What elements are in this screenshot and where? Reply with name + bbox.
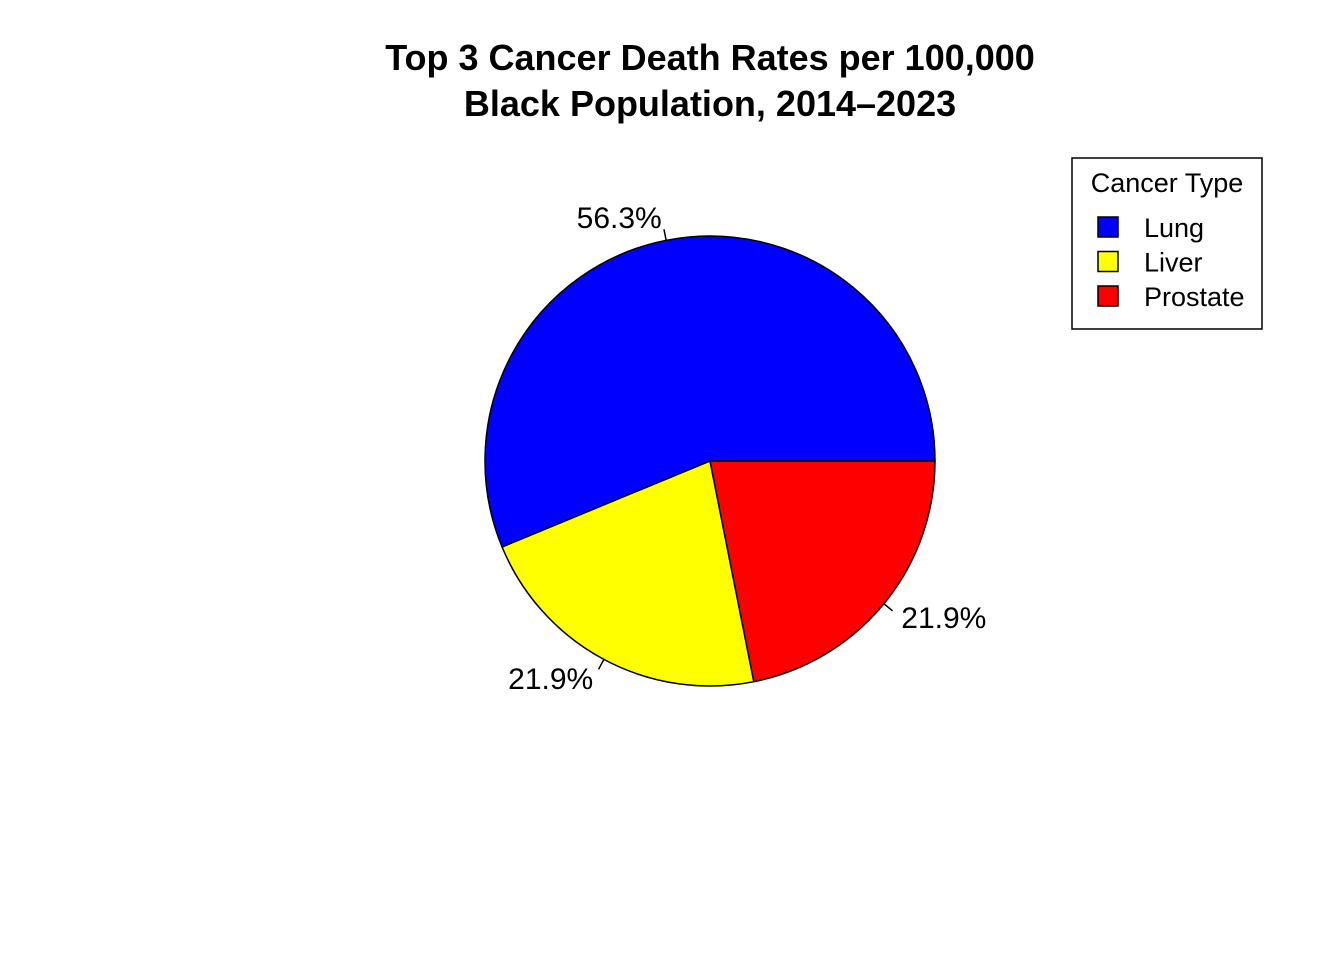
slice-label-tick-prostate [883, 603, 894, 612]
pie-slice-prostate [709, 460, 936, 683]
legend-swatch-liver [1097, 250, 1119, 273]
slice-label-tick-lung [663, 229, 667, 241]
legend-swatch-prostate [1097, 285, 1119, 307]
slice-label-liver: 21.9% [508, 663, 593, 696]
slice-label-tick-liver [597, 659, 605, 670]
legend-title: Cancer Type [1091, 168, 1244, 198]
pie-slice-lung [484, 235, 936, 549]
pie-slice-liver [501, 459, 755, 687]
legend: Cancer Type Lung Liver Prostate [1071, 157, 1263, 330]
slice-label-lung: 56.3% [577, 202, 662, 235]
legend-label-prostate: Prostate [1144, 282, 1245, 312]
legend-entries: Lung Liver Prostate [1097, 213, 1245, 312]
slice-labels: 56.3% 21.9% 21.9% [508, 202, 986, 696]
legend-swatch-lung [1097, 216, 1119, 238]
legend-label-liver: Liver [1144, 248, 1203, 278]
chart-title-line-1: Top 3 Cancer Death Rates per 100,000 [385, 37, 1035, 78]
chart-title-line-2: Black Population, 2014–2023 [464, 83, 956, 124]
pie-slices [484, 235, 936, 687]
legend-label-lung: Lung [1144, 213, 1204, 243]
slice-label-prostate: 21.9% [901, 602, 986, 635]
